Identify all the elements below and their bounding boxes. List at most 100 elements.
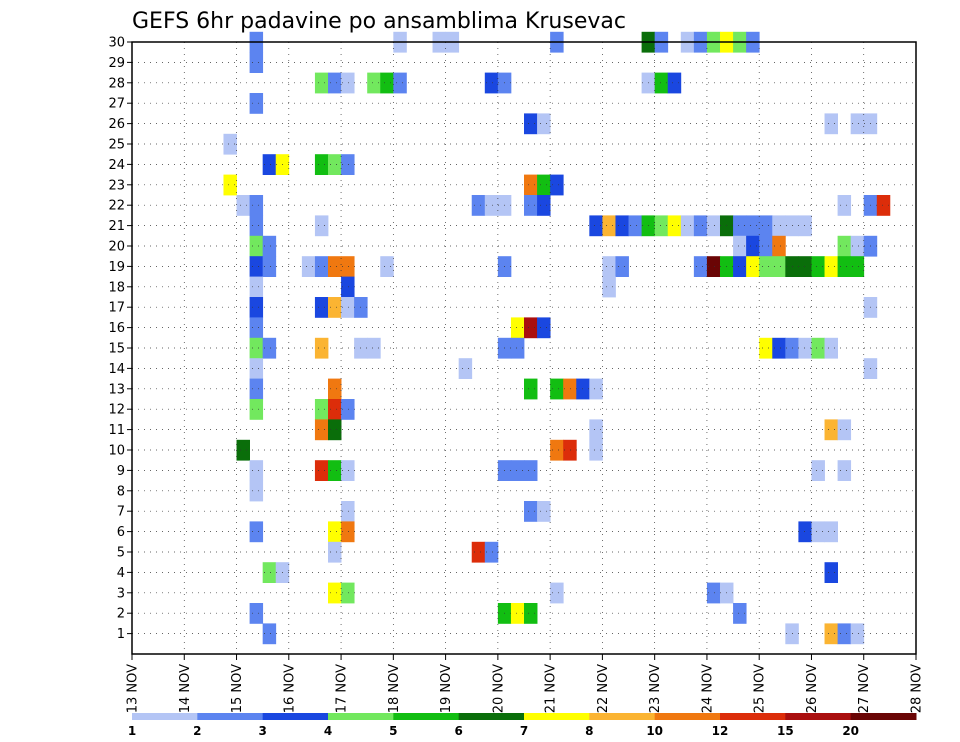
data-cell <box>811 337 825 359</box>
data-cell <box>524 317 538 339</box>
colorbar-swatch <box>524 713 590 720</box>
y-tick-label: 5 <box>117 546 125 561</box>
data-cell <box>262 256 277 277</box>
data-cell <box>824 256 838 277</box>
data-cell <box>249 460 264 481</box>
data-cell <box>759 215 773 237</box>
data-cell <box>249 337 264 359</box>
y-tick-label: 2 <box>117 607 125 622</box>
data-cell <box>314 154 329 175</box>
data-cell <box>328 582 342 604</box>
data-cell <box>837 235 852 257</box>
data-cell <box>824 337 838 359</box>
data-cell <box>341 521 355 543</box>
data-cell <box>759 235 773 257</box>
colorbar-swatch <box>132 713 198 720</box>
data-cell <box>301 256 316 277</box>
cells-layer <box>223 31 891 645</box>
data-cell <box>837 256 852 277</box>
data-cell <box>314 297 329 318</box>
x-tick-label: 14 NOV <box>178 664 193 713</box>
data-cell <box>314 399 329 420</box>
data-cell <box>524 174 538 196</box>
data-cell <box>798 521 812 543</box>
data-cell <box>341 399 355 420</box>
data-cell <box>589 378 603 400</box>
data-cell <box>850 256 865 277</box>
y-tick-label: 26 <box>108 117 125 132</box>
data-cell <box>471 541 486 563</box>
data-cell <box>341 72 355 94</box>
data-cell <box>589 439 603 461</box>
data-cell <box>706 256 721 277</box>
data-cell <box>314 460 329 481</box>
y-tick-label: 3 <box>117 586 125 601</box>
data-cell <box>341 256 355 277</box>
y-tick-label: 28 <box>108 76 125 91</box>
data-cell <box>537 195 551 216</box>
colorbar-label: 10 <box>646 724 663 738</box>
data-cell <box>249 399 264 420</box>
data-cell <box>249 256 264 277</box>
y-tick-label: 30 <box>108 36 125 51</box>
y-tick-label: 11 <box>108 423 125 438</box>
colorbar-label: 20 <box>842 724 859 738</box>
data-cell <box>471 195 486 216</box>
colorbar-swatch <box>850 713 917 720</box>
data-cell <box>733 215 747 237</box>
y-tick-label: 6 <box>117 525 125 540</box>
data-cell <box>328 378 342 400</box>
x-tick-label: 28 NOV <box>910 664 925 713</box>
y-tick-label: 1 <box>117 627 125 642</box>
data-cell <box>589 215 603 237</box>
data-cell <box>236 195 250 216</box>
data-cell <box>223 174 237 196</box>
data-cell <box>380 72 394 94</box>
data-cell <box>837 460 852 481</box>
data-cell <box>628 215 642 237</box>
data-cell <box>667 215 682 237</box>
y-tick-label: 15 <box>108 342 125 357</box>
x-tick-label: 22 NOV <box>596 664 611 713</box>
data-cell <box>746 256 760 277</box>
colorbar-label: 3 <box>258 724 266 738</box>
data-cell <box>341 276 355 298</box>
data-cell <box>262 562 277 583</box>
data-cell <box>249 603 264 624</box>
data-cell <box>824 113 838 135</box>
data-cell <box>680 215 695 237</box>
data-cell <box>654 215 669 237</box>
data-cell <box>706 215 721 237</box>
colorbar-label: 12 <box>712 724 729 738</box>
y-tick-label: 8 <box>117 484 125 499</box>
data-cell <box>615 215 629 237</box>
x-tick-label: 23 NOV <box>648 664 663 713</box>
data-cell <box>667 72 682 94</box>
x-tick-label: 20 NOV <box>491 664 506 713</box>
data-cell <box>249 52 264 73</box>
data-cell <box>524 501 538 522</box>
data-cell <box>328 460 342 481</box>
data-cell <box>328 256 342 277</box>
data-cell <box>367 337 381 359</box>
data-cell <box>249 378 264 400</box>
data-cell <box>706 582 721 604</box>
data-cell <box>693 256 708 277</box>
data-cell <box>837 623 852 645</box>
colorbar: 1 2 3 4 5 6 7 8 10 12 15 20 <box>128 713 917 738</box>
data-cell <box>249 195 264 216</box>
data-cell <box>524 460 538 481</box>
data-cell <box>458 358 473 379</box>
colorbar-swatch <box>393 713 460 720</box>
data-cell <box>262 623 277 645</box>
data-cell <box>262 154 277 175</box>
data-cell <box>328 297 342 318</box>
data-cell <box>602 215 616 237</box>
x-tick-label: 24 NOV <box>700 664 715 713</box>
colorbar-swatch <box>654 713 721 720</box>
y-tick-label: 19 <box>108 260 125 275</box>
data-cell <box>341 501 355 522</box>
data-cell <box>314 215 329 237</box>
data-cell <box>824 419 838 441</box>
